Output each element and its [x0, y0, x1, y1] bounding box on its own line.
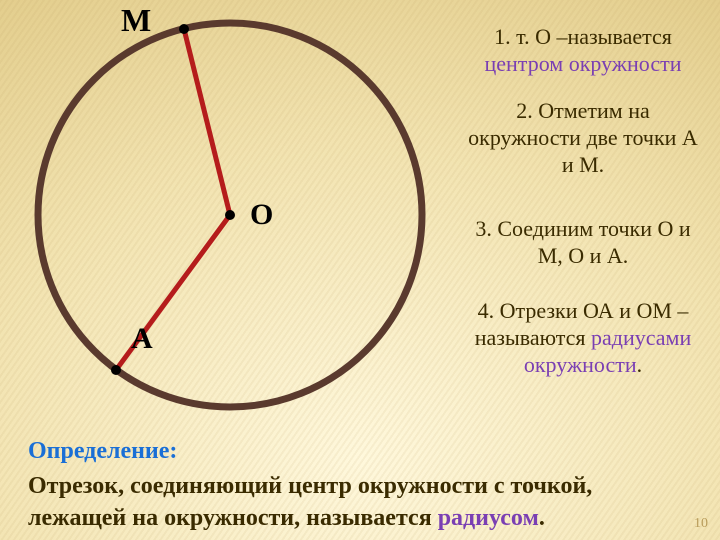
dot-O — [225, 210, 235, 220]
definition-line-1: Отрезок, соединяющий центр окружности с … — [28, 470, 698, 502]
definition-head: Определение: — [28, 438, 177, 465]
dot-M — [179, 24, 189, 34]
circle-diagram — [0, 0, 460, 440]
label-M: M — [121, 2, 151, 39]
side-text-2: 2. Отметим на окружности две точки А и М… — [468, 98, 698, 178]
radius-OM — [184, 29, 230, 215]
label-A: A — [131, 322, 153, 356]
dot-A — [111, 365, 121, 375]
side-text-4: 4. Отрезки ОА и ОМ – называются радиусам… — [468, 298, 698, 378]
side-text-3: 3. Соединим точки О и М, О и А. — [468, 216, 698, 270]
label-O: O — [250, 198, 273, 232]
side-text-1: 1. т. О –называется центром окружности — [468, 24, 698, 78]
page-number: 10 — [694, 516, 708, 532]
definition-line-2: лежащей на окружности, называется радиус… — [28, 502, 698, 534]
